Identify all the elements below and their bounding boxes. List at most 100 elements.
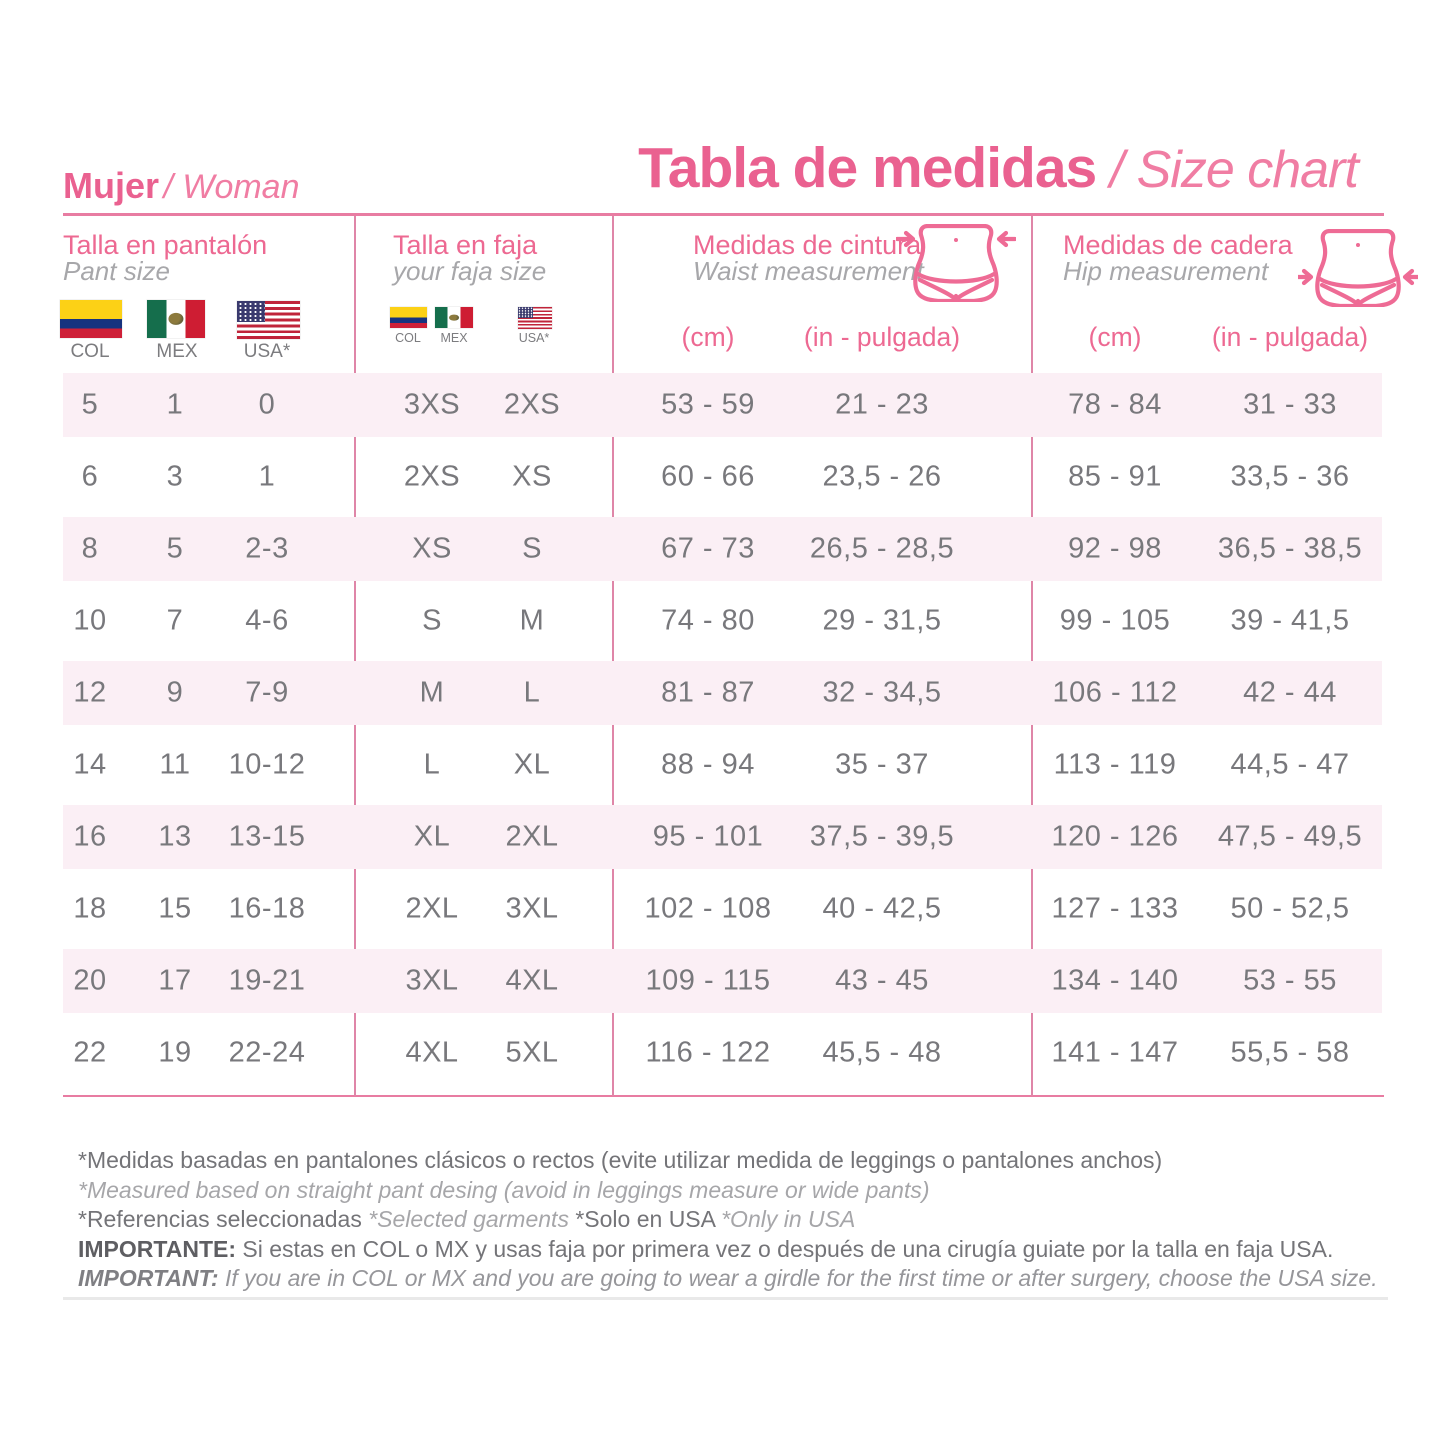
table-cell-faja_col_mex: M [419, 676, 445, 709]
table-cell-pant_mex: 1 [166, 388, 184, 421]
table-cell-waist_cm: 109 - 115 [645, 964, 771, 997]
footnote-line: *Measured based on straight pant desing … [78, 1176, 1398, 1206]
table-cell-waist_in_pulgada: 45,5 - 48 [822, 1036, 942, 1069]
table-cell-waist_cm: 81 - 87 [661, 676, 755, 709]
table-cell-faja_col_mex: 2XS [403, 460, 461, 493]
table-cell-faja_usa: 5XL [505, 1036, 559, 1069]
table-cell-hip_cm: 99 - 105 [1059, 604, 1171, 637]
waist-inch-unit: (in - pulgada) [803, 322, 961, 352]
footnotes: *Medidas basadas en pantalones clásicos … [78, 1146, 1398, 1294]
flag-label-col: COL [395, 331, 421, 345]
table-row: 22 19 22-24 4XL 5XL 116 - 122 45,5 - 48 141 - 1… [63, 1017, 1382, 1089]
table-cell-pant_col: 8 [81, 532, 99, 565]
footnote-segment: *Medidas basadas en pantalones clásicos … [78, 1147, 1163, 1173]
table-cell-hip_in_pulgada: 33,5 - 36 [1230, 460, 1350, 493]
table-cell-waist_cm: 53 - 59 [661, 388, 755, 421]
size-chart-title-italic: / Size chart [1096, 141, 1359, 199]
table-cell-faja_col_mex: S [422, 604, 442, 637]
table-cell-hip_cm: 113 - 119 [1053, 748, 1177, 781]
footnote-segment: *Referencias seleccionadas [78, 1206, 369, 1232]
table-cell-faja_usa: M [519, 604, 545, 637]
column-header-hip: Medidas de cadera Hip measurement [1063, 232, 1293, 286]
waist-title-en: Waist measurement [693, 256, 924, 286]
table-cell-hip_cm: 141 - 147 [1051, 1036, 1179, 1069]
page-title-size-chart: Tabla de medidas / Size chart [608, 136, 1388, 215]
table-bottom-rule [63, 1095, 1384, 1097]
table-cell-waist_cm: 74 - 80 [661, 604, 755, 637]
footnote-segment: *Selected garments [368, 1206, 576, 1232]
hip-title-en: Hip measurement [1063, 256, 1269, 286]
table-row: 6 3 1 2XS XS 60 - 66 23,5 - 26 85 - 91 33,5 - 36 [63, 441, 1382, 513]
table-cell-waist_in_pulgada: 23,5 - 26 [822, 460, 942, 493]
flag-label-mex: MEX [440, 331, 468, 345]
table-cell-hip_in_pulgada: 53 - 55 [1243, 964, 1337, 997]
table-cell-hip_cm: 106 - 112 [1052, 676, 1178, 709]
faja-size-title-en: your faja size [393, 256, 547, 286]
table-cell-pant_usa: 7-9 [245, 676, 289, 709]
table-cell-faja_usa: XS [512, 460, 552, 493]
waist-measurement-icon [894, 223, 1018, 304]
usa-flag-icon [237, 301, 300, 339]
column-header-pant-size: Talla en pantalón Pant size [63, 230, 268, 285]
table-cell-waist_cm: 102 - 108 [644, 892, 772, 925]
flag-label-usa: USA* [518, 331, 550, 345]
table-cell-hip_in_pulgada: 50 - 52,5 [1230, 892, 1350, 925]
column-divider [612, 216, 614, 1096]
table-cell-faja_col_mex: 2XL [405, 892, 459, 925]
table-cell-pant_col: 12 [73, 676, 107, 709]
table-row: 5 1 0 3XS 2XS 53 - 59 21 - 23 78 - 84 31 - 33 [63, 369, 1382, 441]
table-cell-faja_usa: L [523, 676, 541, 709]
table-row: 20 17 19-21 3XL 4XL 109 - 115 43 - 45 134 - 140… [63, 945, 1382, 1017]
table-cell-pant_mex: 3 [166, 460, 184, 493]
table-cell-waist_cm: 88 - 94 [661, 748, 755, 781]
table-cell-pant_col: 14 [73, 748, 107, 781]
table-cell-waist_in_pulgada: 29 - 31,5 [822, 604, 942, 637]
footnote-line: IMPORTANT: If you are in COL or MX and y… [78, 1264, 1398, 1294]
column-divider [1031, 216, 1033, 1096]
hip-inch-unit: (in - pulgada) [1211, 322, 1369, 352]
table-cell-pant_mex: 7 [166, 604, 184, 637]
table-cell-waist_in_pulgada: 35 - 37 [835, 748, 929, 781]
table-cell-pant_col: 18 [73, 892, 107, 925]
pant-size-title-es: Talla en pantalón [63, 230, 268, 260]
footnote-line: *Referencias seleccionadas *Selected gar… [78, 1205, 1398, 1235]
table-cell-pant_usa: 16-18 [228, 892, 306, 925]
table-cell-pant_col: 22 [73, 1036, 107, 1069]
footnote-segment: *Measured based on straight pant desing … [78, 1176, 930, 1203]
waist-cm-unit: (cm) [681, 322, 735, 352]
woman-title-bold: Mujer [63, 165, 160, 206]
footnote-segment: IMPORTANTE: [78, 1235, 243, 1262]
mexico-flag-icon [435, 307, 473, 328]
table-cell-pant_usa: 13-15 [228, 820, 306, 853]
table-cell-pant_mex: 17 [158, 964, 192, 997]
flag-label-mex: MEX [156, 341, 198, 362]
table-cell-faja_col_mex: XS [412, 532, 452, 565]
table-cell-faja_usa: S [522, 532, 542, 565]
column-header-waist: Medidas de cintura Waist measurement [693, 232, 924, 286]
table-cell-pant_mex: 5 [166, 532, 184, 565]
table-cell-hip_cm: 92 - 98 [1068, 532, 1162, 565]
table-cell-waist_cm: 95 - 101 [652, 820, 764, 853]
table-cell-waist_in_pulgada: 43 - 45 [835, 964, 929, 997]
footnote-segment: If you are in COL or MX and you are goin… [224, 1265, 1378, 1291]
page-subtitle-woman: Mujer / Woman [63, 166, 300, 214]
table-cell-pant_usa: 1 [258, 460, 276, 493]
table-cell-pant_col: 5 [81, 388, 99, 421]
table-cell-faja_usa: 2XL [505, 820, 559, 853]
column-divider [354, 216, 356, 1096]
table-cell-pant_usa: 2-3 [245, 532, 289, 565]
footnote-segment: *Solo en USA [575, 1206, 722, 1232]
table-cell-faja_usa: 4XL [505, 964, 559, 997]
table-cell-pant_usa: 19-21 [228, 964, 306, 997]
table-cell-waist_in_pulgada: 26,5 - 28,5 [809, 532, 955, 565]
table-cell-hip_cm: 127 - 133 [1051, 892, 1179, 925]
table-cell-faja_usa: XL [513, 748, 551, 781]
table-row: 12 9 7-9 M L 81 - 87 32 - 34,5 106 - 112 42 - 44 [63, 657, 1382, 729]
table-row: 16 13 13-15 XL 2XL 95 - 101 37,5 - 39,5 120 - 1… [63, 801, 1382, 873]
table-cell-faja_col_mex: 4XL [405, 1036, 459, 1069]
table-cell-waist_in_pulgada: 40 - 42,5 [822, 892, 942, 925]
table-cell-hip_in_pulgada: 36,5 - 38,5 [1217, 532, 1363, 565]
table-cell-hip_in_pulgada: 55,5 - 58 [1230, 1036, 1350, 1069]
table-cell-pant_mex: 11 [159, 748, 191, 781]
footnote-line: IMPORTANTE: Si estas en COL o MX y usas … [78, 1235, 1398, 1265]
